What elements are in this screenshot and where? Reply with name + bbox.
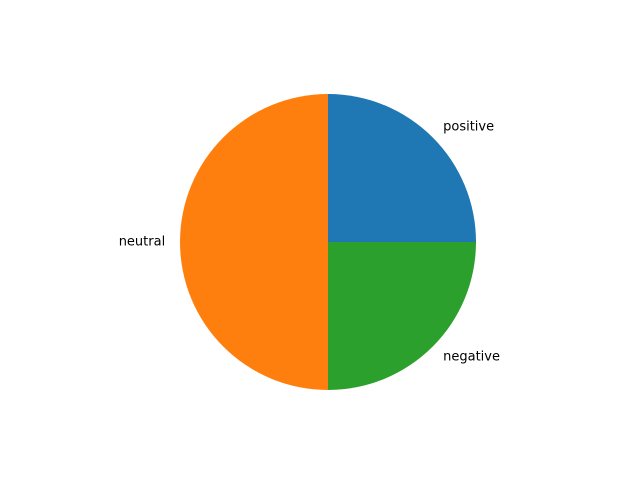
pie-label-positive: positive <box>443 119 494 134</box>
pie-slice-positive <box>328 94 476 242</box>
pie-slice-negative <box>328 242 476 390</box>
pie-slices <box>180 94 476 390</box>
pie-label-negative: negative <box>443 350 500 365</box>
pie-labels: positive neutral negative <box>119 119 500 364</box>
pie-slice-neutral <box>180 94 328 390</box>
pie-label-neutral: neutral <box>119 235 166 250</box>
